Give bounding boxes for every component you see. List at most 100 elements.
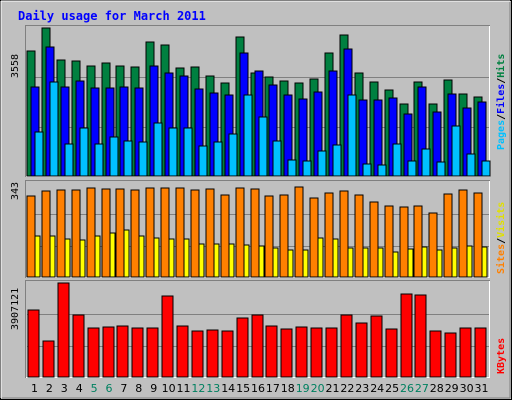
bar-pages-day-17	[272, 140, 282, 177]
day-label-6: 6	[106, 382, 113, 395]
day-label-3: 3	[61, 382, 68, 395]
day-label-18: 18	[281, 382, 295, 395]
bar-sites-day-30	[458, 189, 468, 278]
bar-pages-day-12	[198, 145, 208, 177]
bar-pages-day-5	[94, 143, 104, 177]
bar-sites-day-28	[428, 212, 438, 278]
day-label-1: 1	[31, 382, 38, 395]
bar-kbytes-day-6	[102, 326, 115, 378]
bar-kbytes-day-24	[370, 315, 383, 378]
legend-hits: Hits	[495, 54, 507, 78]
day-label-5: 5	[91, 382, 98, 395]
bar-kbytes-day-10	[161, 295, 174, 378]
day-label-10: 10	[162, 382, 176, 395]
bar-sites-day-12	[190, 189, 200, 278]
bar-sites-day-18	[279, 194, 289, 278]
legend-files: Files	[495, 84, 507, 114]
bar-sites-day-6	[101, 188, 111, 278]
bar-pages-day-24	[377, 164, 387, 177]
day-label-24: 24	[370, 382, 384, 395]
bar-kbytes-day-18	[280, 328, 293, 378]
bar-kbytes-day-29	[444, 332, 457, 378]
bar-kbytes-day-25	[385, 328, 398, 378]
day-label-16: 16	[251, 382, 265, 395]
panel-1-bars	[26, 27, 491, 177]
panel-1-ymax-label: 3558	[10, 54, 21, 78]
bar-kbytes-day-9	[146, 327, 159, 378]
bar-sites-day-3	[56, 189, 66, 278]
bar-sites-day-21	[324, 192, 334, 278]
bar-pages-day-19	[302, 160, 312, 177]
bar-sites-day-14	[220, 194, 230, 278]
day-label-30: 30	[460, 382, 474, 395]
bar-kbytes-day-27	[414, 294, 427, 378]
bar-kbytes-day-12	[191, 330, 204, 378]
bar-pages-day-3	[64, 143, 74, 177]
bar-pages-day-11	[183, 127, 193, 177]
bar-pages-day-31	[481, 160, 491, 177]
bar-kbytes-day-7	[116, 325, 129, 378]
bar-kbytes-day-20	[310, 327, 323, 378]
bar-kbytes-day-14	[221, 330, 234, 378]
day-label-26: 26	[400, 382, 414, 395]
bar-pages-day-4	[79, 127, 89, 177]
bar-pages-day-8	[138, 141, 148, 177]
bar-pages-day-23	[362, 163, 372, 177]
day-label-22: 22	[340, 382, 354, 395]
day-label-23: 23	[355, 382, 369, 395]
bar-pages-day-2	[49, 81, 59, 177]
day-label-9: 9	[150, 382, 157, 395]
day-label-29: 29	[445, 382, 459, 395]
bar-sites-day-24	[369, 201, 379, 278]
bar-pages-day-21	[332, 144, 342, 177]
bar-sites-day-17	[264, 195, 274, 278]
bar-pages-day-28	[436, 161, 446, 177]
day-label-4: 4	[76, 382, 83, 395]
panel-3-bars	[27, 282, 487, 378]
day-label-14: 14	[221, 382, 235, 395]
bar-sites-day-9	[145, 187, 155, 278]
day-label-7: 7	[120, 382, 127, 395]
bar-sites-day-26	[399, 206, 409, 278]
bar-kbytes-day-1	[27, 309, 40, 378]
bar-kbytes-day-26	[400, 293, 413, 378]
day-label-2: 2	[46, 382, 53, 395]
legend-kbytes: KBytes	[496, 338, 507, 374]
bar-kbytes-day-11	[176, 325, 189, 378]
bar-kbytes-day-31	[474, 327, 487, 378]
bar-sites-day-25	[384, 205, 394, 278]
bar-sites-day-2	[41, 190, 51, 278]
bar-kbytes-day-23	[355, 322, 368, 378]
bar-sites-day-4	[71, 189, 81, 278]
bar-kbytes-day-2	[42, 340, 55, 378]
bar-pages-day-30	[466, 153, 476, 177]
bar-sites-day-13	[205, 188, 215, 278]
bar-pages-day-26	[407, 160, 417, 177]
day-label-27: 27	[415, 382, 429, 395]
bar-kbytes-day-17	[265, 325, 278, 378]
bar-sites-day-1	[26, 195, 36, 278]
bar-sites-day-5	[86, 187, 96, 278]
bar-pages-day-22	[347, 94, 357, 177]
legend-separator: /	[496, 78, 507, 84]
bar-pages-day-16	[258, 116, 268, 177]
bar-pages-day-15	[243, 94, 253, 177]
bar-pages-day-13	[213, 141, 223, 177]
bar-kbytes-day-16	[251, 314, 264, 378]
bar-sites-day-27	[413, 205, 423, 278]
bar-sites-day-23	[354, 194, 364, 278]
bar-kbytes-day-3	[57, 282, 70, 378]
bar-kbytes-day-28	[429, 330, 442, 378]
bar-sites-day-7	[115, 188, 125, 278]
bar-kbytes-day-19	[295, 326, 308, 378]
day-label-17: 17	[266, 382, 280, 395]
day-label-13: 13	[206, 382, 220, 395]
day-label-12: 12	[191, 382, 205, 395]
legend-pages: Pages	[496, 120, 507, 150]
day-label-25: 25	[385, 382, 399, 395]
day-label-15: 15	[236, 382, 250, 395]
bar-sites-day-8	[130, 189, 140, 278]
bar-sites-day-16	[250, 188, 260, 278]
day-label-11: 11	[177, 382, 191, 395]
